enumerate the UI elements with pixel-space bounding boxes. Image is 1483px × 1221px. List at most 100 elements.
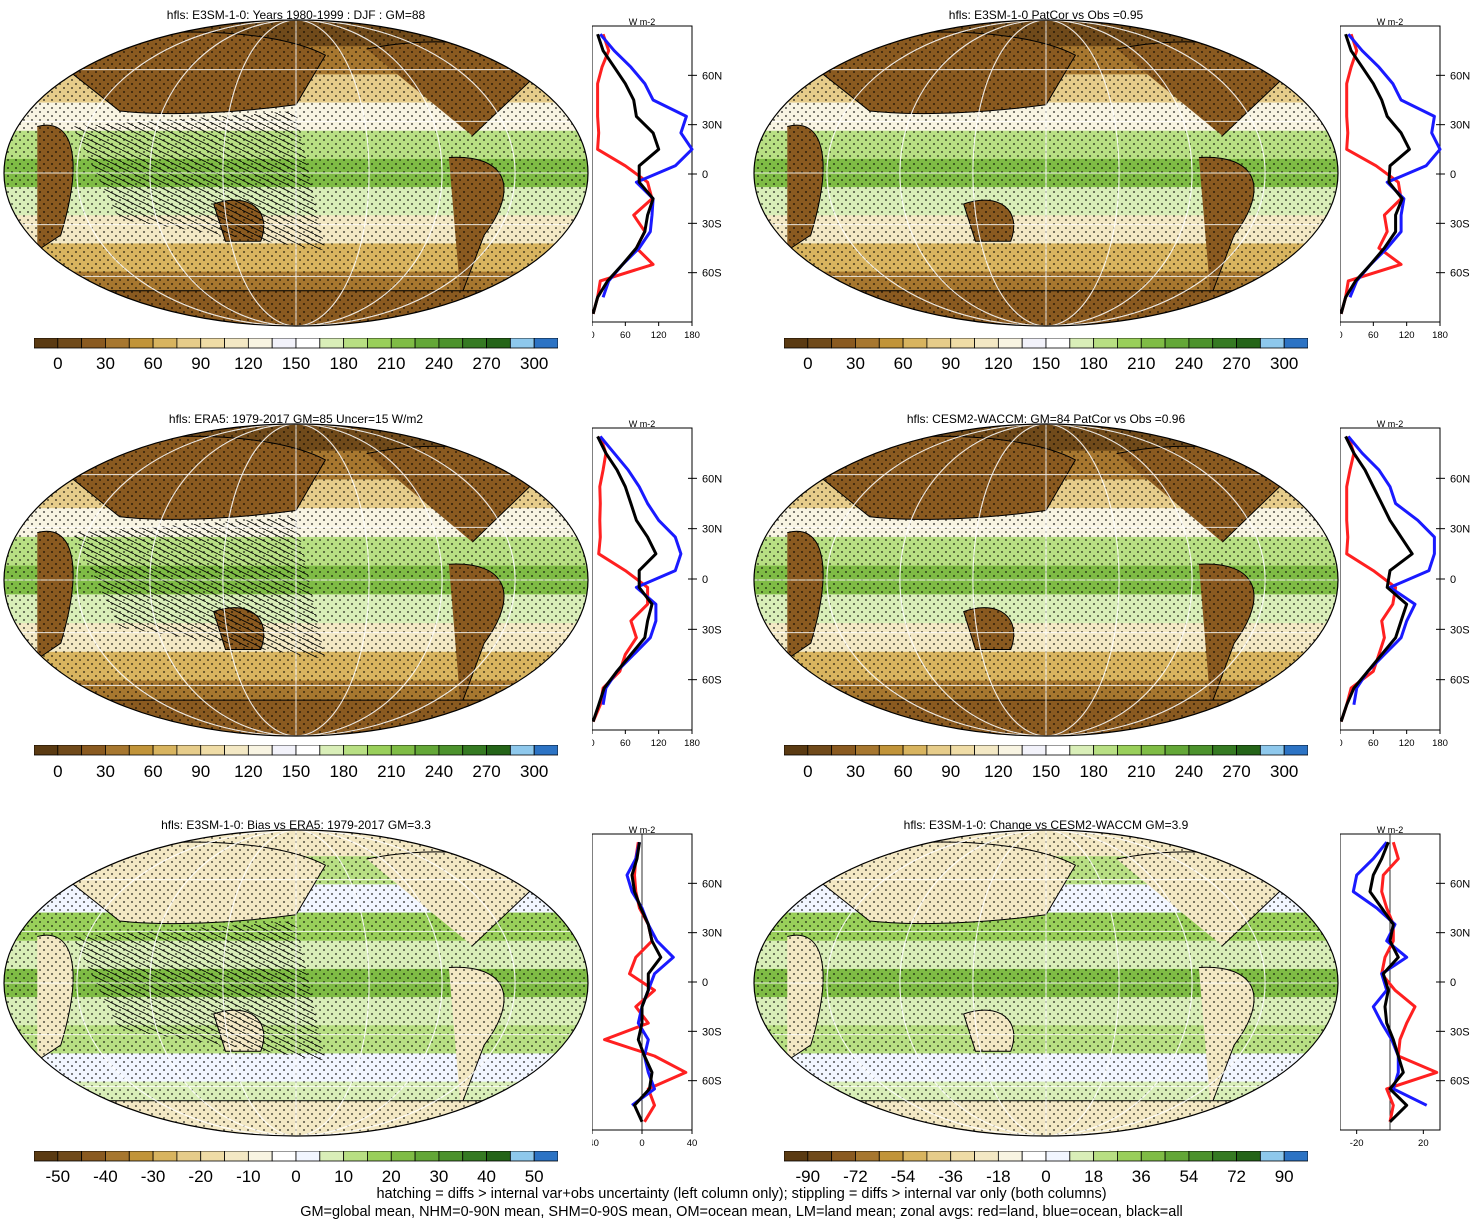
zonal-unit-label: W m-2 (629, 826, 656, 835)
footer-note-legend: GM=global mean, NHM=0-90N mean, SHM=0-90… (300, 1204, 1183, 1220)
map-plot (3, 423, 589, 737)
zonal-value-tick-label: -40 (592, 1138, 599, 1149)
zonal-lat-tick-label: 60N (702, 878, 722, 890)
zonal-lat-tick-label: 30N (702, 524, 722, 536)
colorbar-tick-label: 300 (519, 354, 549, 373)
panel-title: hfls: E3SM-1-0 PatCor vs Obs =0.95 (948, 8, 1144, 22)
zonal-value-tick-label: 0 (592, 330, 595, 341)
zonal-land-line (592, 33, 655, 315)
panel-title: hfls: CESM2-WACCM: GM=84 PatCor vs Obs =… (906, 412, 1186, 426)
map-plot (753, 829, 1339, 1137)
zonal-value-tick-label: 60 (620, 738, 631, 749)
zonal-unit-label: W m-2 (629, 420, 656, 429)
zonal-value-tick-label: 60 (1368, 738, 1379, 749)
colorbar-tick-label: 120 (234, 762, 263, 781)
panel-title: hfls: ERA5: 1979-2017 GM=85 Uncer=15 W/m… (168, 412, 424, 426)
colorbar-tick-label: 210 (377, 354, 406, 373)
zonal-lat-tick-label: 60S (702, 675, 722, 687)
zonal-lat-tick-label: 30N (1450, 120, 1470, 132)
zonal-all-line (1368, 841, 1409, 1123)
colorbar-tick-label: 60 (143, 762, 163, 781)
colorbar-tick-label: 90 (941, 762, 961, 781)
map-plot (753, 423, 1339, 737)
colorbar-tick-label: 90 (191, 762, 211, 781)
panel-title: hfls: E3SM-1-0: Change vs CESM2-WACCM GM… (903, 818, 1189, 832)
zonal-lat-tick-label: 60N (1450, 878, 1470, 890)
colorbar-tick-label: 90 (941, 354, 961, 373)
zonal-lat-tick-label: 60N (1450, 70, 1470, 82)
zonal-lat-tick-label: 0 (1450, 977, 1456, 989)
zonal-value-tick-label: 0 (1340, 738, 1343, 749)
zonal-lat-tick-label: 0 (702, 574, 708, 586)
zonal-lat-tick-label: 0 (702, 977, 708, 989)
zonal-unit-label: W m-2 (1377, 826, 1404, 835)
colorbar-tick-label: 210 (377, 762, 406, 781)
colorbar (784, 338, 1308, 349)
zonal-value-tick-label: 180 (1432, 738, 1448, 749)
colorbar-tick-label: 60 (893, 354, 913, 373)
colorbar-tick-label: 0 (291, 1167, 301, 1186)
colorbar-tick-label: -20 (188, 1167, 214, 1186)
colorbar-tick-label: 0 (803, 354, 813, 373)
colorbar-tick-label: 270 (472, 354, 501, 373)
colorbar-tick-label: 210 (1127, 762, 1156, 781)
colorbar-tick-label: 0 (53, 354, 63, 373)
zonal-lat-tick-label: 60N (702, 70, 722, 82)
colorbar-tick-label: 0 (1041, 1167, 1051, 1186)
panel-title: hfls: E3SM-1-0: Bias vs ERA5: 1979-2017 … (161, 818, 431, 832)
colorbar-tick-label: 30 (429, 1167, 449, 1186)
colorbar (784, 1151, 1308, 1162)
colorbar-tick-label: 180 (329, 762, 358, 781)
zonal-mean-plot: W m-2 60N 30N 0 30S 60S 0 60 120 180 (1340, 18, 1470, 341)
zonal-all-line (1340, 435, 1414, 723)
colorbar-tick-label: 300 (1269, 354, 1299, 373)
colorbar (34, 338, 558, 349)
colorbar-tick-label: 10 (334, 1167, 354, 1186)
zonal-land-line (1340, 33, 1403, 315)
zonal-lat-tick-label: 60S (1450, 1076, 1470, 1088)
zonal-mean-plot: W m-2 60N 30N 0 30S 60S 0 60 120 180 (592, 18, 722, 341)
colorbar-tick-label: 240 (424, 762, 454, 781)
zonal-value-tick-label: -20 (1350, 1138, 1364, 1149)
colorbar-tick-label: 180 (1079, 354, 1108, 373)
zonal-land-line (603, 841, 688, 1123)
map-plot (753, 19, 1339, 327)
colorbar (34, 745, 558, 756)
map-plot (3, 19, 589, 327)
zonal-land-line (1340, 435, 1398, 723)
colorbar-tick-label: 30 (845, 762, 865, 781)
zonal-mean-plot: W m-2 60N 30N 0 30S 60S -40 0 40 (592, 826, 722, 1149)
colorbar-tick-label: 54 (1179, 1167, 1199, 1186)
panel-title: hfls: E3SM-1-0: Years 1980-1999 : DJF : … (166, 8, 426, 22)
colorbar-tick-label: 270 (1222, 762, 1251, 781)
colorbar-tick-label: 40 (477, 1167, 496, 1186)
colorbar-tick-label: 30 (95, 762, 115, 781)
zonal-unit-label: W m-2 (1377, 18, 1404, 27)
zonal-value-tick-label: 60 (1368, 330, 1379, 341)
zonal-lat-tick-label: 60S (702, 268, 722, 280)
colorbar-tick-label: -10 (236, 1167, 261, 1186)
colorbar-tick-label: 0 (53, 762, 63, 781)
zonal-land-line (1380, 841, 1439, 1123)
colorbar-tick-label: -50 (45, 1167, 71, 1186)
zonal-lat-tick-label: 30S (1450, 624, 1470, 636)
colorbar-tick-label: 30 (845, 354, 865, 373)
zonal-value-tick-label: 120 (1399, 738, 1415, 749)
colorbar-tick-label: 150 (281, 354, 311, 373)
zonal-lat-tick-label: 60S (702, 1076, 722, 1088)
zonal-value-tick-label: 120 (651, 330, 667, 341)
zonal-value-tick-label: 180 (684, 330, 700, 341)
zonal-value-tick-label: 0 (639, 1138, 644, 1149)
zonal-lat-tick-label: 30S (702, 624, 722, 636)
colorbar-tick-label: 90 (1274, 1167, 1294, 1186)
colorbar-tick-label: 60 (143, 354, 163, 373)
colorbar-tick-label: 300 (519, 762, 549, 781)
colorbar (34, 1151, 558, 1162)
zonal-all-line (592, 435, 658, 723)
colorbar-tick-label: 30 (95, 354, 115, 373)
colorbar-tick-label: 270 (1222, 354, 1251, 373)
zonal-lat-tick-label: 30S (1450, 1026, 1470, 1038)
zonal-value-tick-label: 20 (1418, 1138, 1429, 1149)
zonal-value-tick-label: 0 (1340, 330, 1343, 341)
zonal-value-tick-label: 40 (687, 1138, 698, 1149)
